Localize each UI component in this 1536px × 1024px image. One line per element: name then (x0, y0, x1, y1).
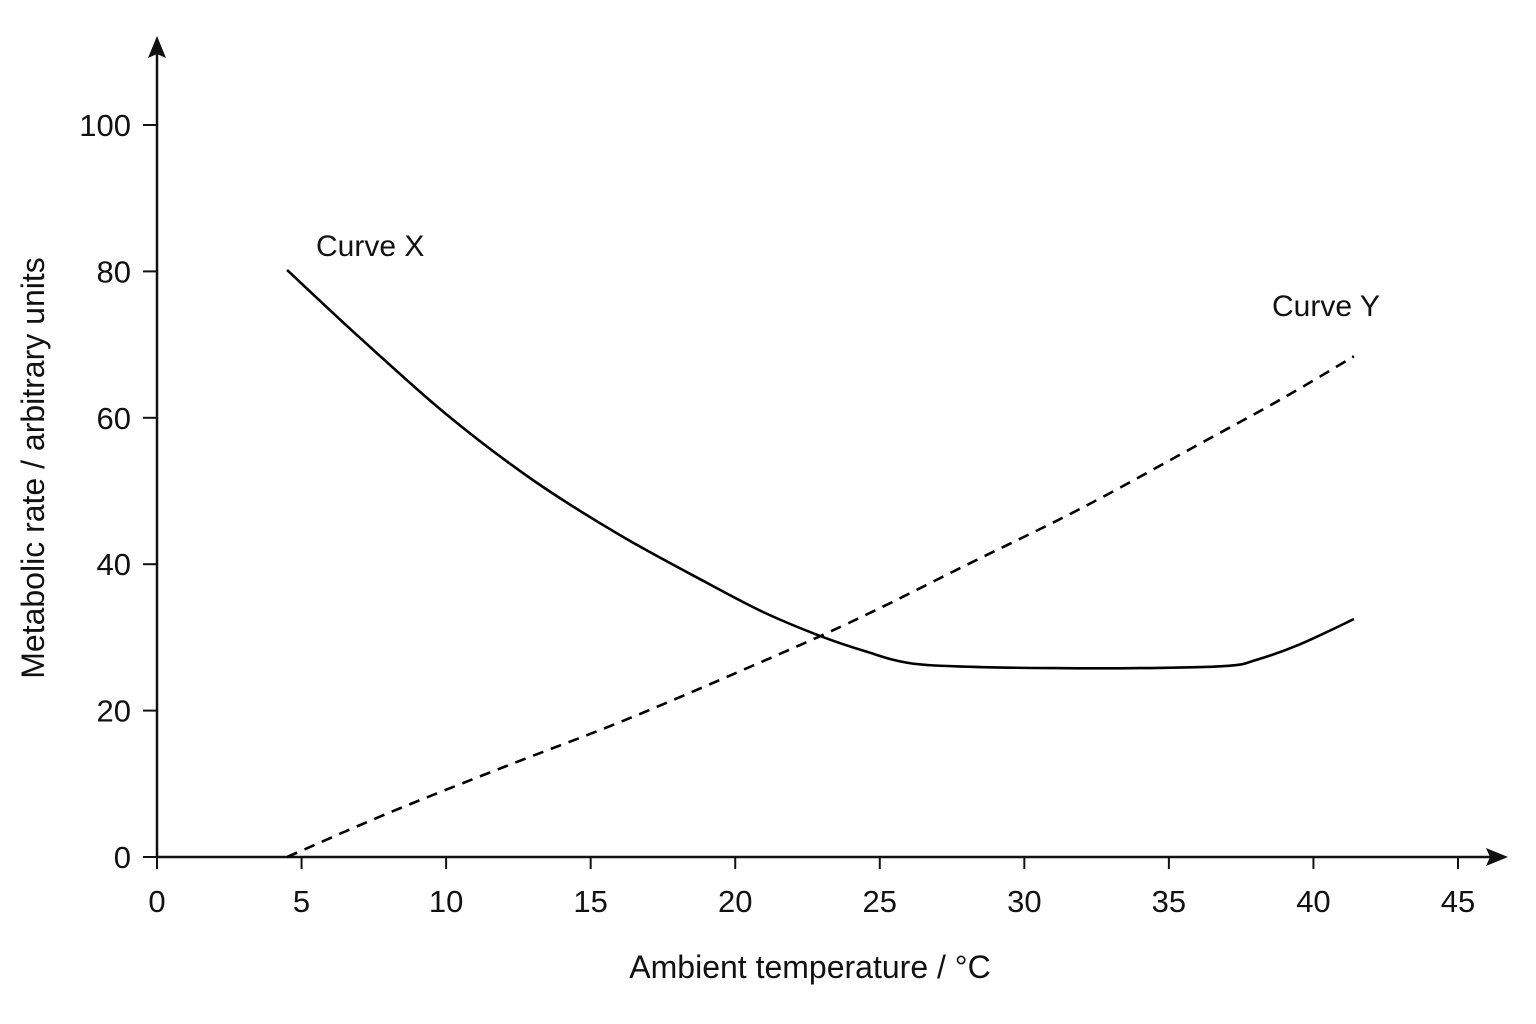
x-tick-label: 10 (429, 884, 463, 919)
series-line-curve-y (286, 355, 1355, 859)
x-axis-title: Ambient temperature / °C (629, 949, 990, 985)
x-tick-label: 0 (148, 884, 165, 919)
y-tick-label: 40 (97, 547, 131, 582)
x-tick-label: 30 (1007, 884, 1041, 919)
x-axis-ticks: 0 5 10 15 20 25 30 35 40 45 (148, 857, 1475, 919)
x-axis-arrow (1486, 848, 1508, 866)
axes (148, 36, 1508, 866)
y-tick-label: 20 (97, 694, 131, 729)
curve-y-label: Curve Y (1272, 290, 1380, 323)
x-tick-label: 45 (1441, 884, 1475, 919)
y-tick-label: 80 (97, 254, 131, 289)
series-layer (286, 268, 1355, 859)
x-tick-label: 15 (573, 884, 607, 919)
x-tick-label: 35 (1152, 884, 1186, 919)
y-tick-label: 60 (97, 401, 131, 436)
x-tick-label: 40 (1296, 884, 1330, 919)
y-axis-title: Metabolic rate / arbitrary units (15, 257, 51, 679)
series-line-curve-x (286, 268, 1355, 670)
x-tick-label: 25 (863, 884, 897, 919)
curve-x-label: Curve X (316, 230, 424, 263)
x-tick-label: 20 (718, 884, 752, 919)
y-tick-label: 0 (114, 840, 131, 875)
y-tick-label: 100 (79, 108, 131, 143)
y-axis-ticks: 0 20 40 60 80 100 (79, 108, 157, 875)
y-axis-arrow (148, 36, 166, 58)
x-tick-label: 5 (293, 884, 310, 919)
